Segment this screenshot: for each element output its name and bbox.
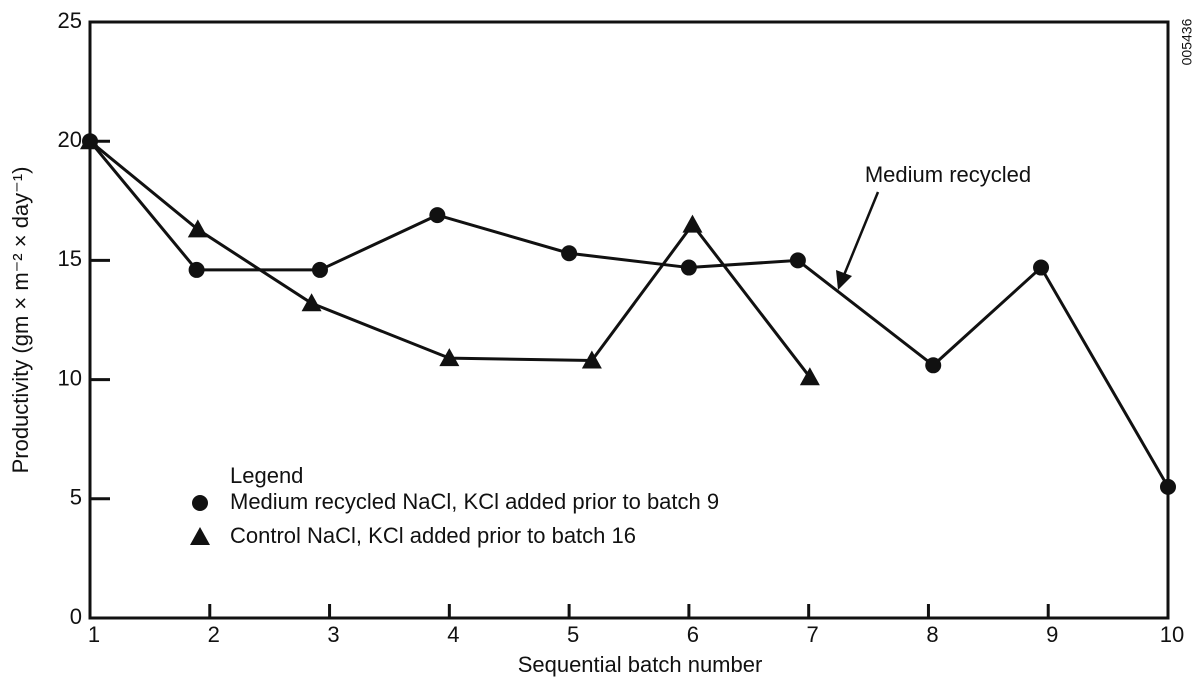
triangle-marker [80, 131, 100, 150]
x-tick-label: 3 [327, 622, 339, 647]
series-line [89, 140, 812, 379]
x-tick-label: 4 [447, 622, 459, 647]
y-tick-label: 10 [58, 365, 82, 390]
y-tick-label: 0 [70, 604, 82, 629]
x-tick-label: 2 [208, 622, 220, 647]
legend-label: Medium recycled NaCl, KCl added prior to… [230, 489, 719, 514]
legend-marker [192, 495, 208, 511]
circle-marker [561, 245, 578, 262]
triangle-marker [439, 348, 460, 367]
plot-frame [88, 20, 1170, 620]
y-tick-label: 5 [70, 485, 82, 510]
circle-marker [1033, 259, 1050, 276]
circle-marker [925, 357, 942, 374]
legend-title: Legend [230, 463, 303, 488]
annotation-arrow [840, 191, 880, 281]
annotation-arrowhead [836, 270, 852, 290]
figure-id: 005436 [1179, 18, 1195, 65]
x-tick-label: 8 [926, 622, 938, 647]
circle-marker [789, 252, 806, 269]
circle-marker [429, 207, 446, 224]
circle-marker [311, 261, 328, 278]
circle-marker [188, 261, 205, 278]
circle-marker [1160, 478, 1176, 495]
circle-marker [680, 259, 697, 276]
x-tick-label: 9 [1046, 622, 1058, 647]
x-tick-label: 6 [687, 622, 699, 647]
x-tick-label: 7 [807, 622, 819, 647]
y-tick-label: 20 [58, 127, 82, 152]
y-tick-label: 25 [58, 8, 82, 33]
legend-marker [190, 527, 210, 545]
legend-label: Control NaCl, KCl added prior to batch 1… [230, 523, 636, 548]
triangle-marker [301, 293, 322, 312]
series-line [88, 140, 1170, 488]
y-axis-label: Productivity (gm × m⁻² × day⁻¹) [8, 167, 33, 474]
triangle-marker [682, 214, 703, 233]
x-tick-label: 1 [88, 622, 100, 647]
x-axis-label: Sequential batch number [518, 652, 763, 677]
triangle-marker [187, 219, 208, 238]
x-tick-label: 5 [567, 622, 579, 647]
annotation: Medium recycled [865, 162, 1031, 187]
y-tick-label: 15 [58, 246, 82, 271]
triangle-marker [799, 367, 820, 386]
triangle-marker [581, 350, 602, 369]
x-tick-label: 10 [1160, 622, 1184, 647]
